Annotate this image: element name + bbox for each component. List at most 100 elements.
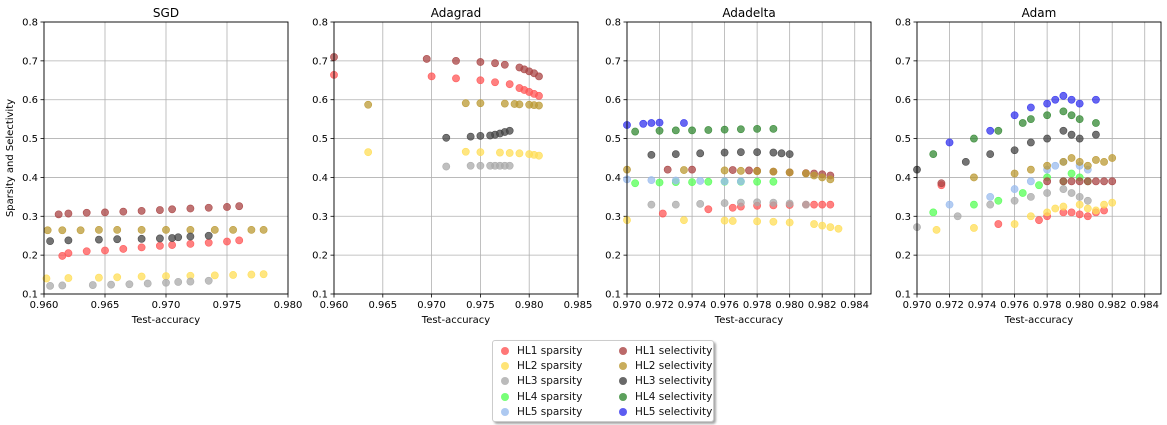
legend-item: HL3 selectivity xyxy=(611,374,712,388)
data-point xyxy=(810,220,818,228)
data-point xyxy=(1083,177,1092,186)
legend-label: HL3 sparsity xyxy=(517,375,583,388)
data-point xyxy=(364,148,373,157)
data-point xyxy=(1035,216,1043,225)
data-point xyxy=(680,119,688,127)
data-point xyxy=(1043,189,1052,197)
x-tick-label: 0.982 xyxy=(808,300,837,311)
legend-marker xyxy=(619,347,627,355)
legend-marker xyxy=(501,377,509,386)
legend-label: HL4 sparsity xyxy=(517,390,583,403)
y-tick-label: 0.7 xyxy=(22,56,38,67)
data-point xyxy=(639,119,648,128)
data-point xyxy=(535,91,543,100)
data-point xyxy=(1043,99,1052,108)
data-point xyxy=(769,124,778,133)
data-point xyxy=(515,149,524,158)
data-point xyxy=(1108,154,1117,162)
data-point xyxy=(1043,208,1052,217)
panel-3: 0.970 0.972 0.974 0.976 0.978 0.980 0.982 0.984… xyxy=(895,6,1162,326)
y-tick-label: 0.3 xyxy=(22,212,38,223)
data-point xyxy=(229,271,237,279)
data-point xyxy=(688,126,696,135)
y-tick-label: 0.6 xyxy=(312,95,328,106)
data-point xyxy=(945,138,954,147)
data-point xyxy=(1059,157,1068,166)
data-point xyxy=(204,276,213,285)
y-tick-label: 0.4 xyxy=(312,173,328,184)
data-point xyxy=(753,124,762,133)
data-point xyxy=(736,148,745,157)
data-point xyxy=(1075,134,1084,143)
data-point xyxy=(113,273,122,282)
data-point xyxy=(696,149,705,158)
data-point xyxy=(696,177,705,185)
legend-label: HL1 sparsity xyxy=(517,345,583,357)
x-tick-label: 0.972 xyxy=(935,300,964,311)
data-point xyxy=(155,234,164,243)
data-point xyxy=(1026,165,1035,174)
data-point xyxy=(119,207,128,216)
data-point xyxy=(515,100,524,109)
data-point xyxy=(476,148,485,157)
data-point xyxy=(753,148,762,157)
data-point xyxy=(535,101,543,110)
data-point xyxy=(1043,177,1052,186)
data-point xyxy=(452,56,460,65)
data-point xyxy=(1010,220,1019,228)
data-point xyxy=(945,200,954,209)
data-point xyxy=(1051,95,1060,104)
x-tick-label: 0.965 xyxy=(91,300,120,311)
data-point xyxy=(655,118,664,127)
data-point xyxy=(663,165,672,174)
legend-marker xyxy=(501,407,509,416)
data-point xyxy=(186,204,195,213)
axes-frame xyxy=(916,21,1162,295)
x-axis-label: Test-accuracy xyxy=(421,315,491,326)
data-point xyxy=(247,225,256,234)
data-point xyxy=(82,208,91,217)
data-point xyxy=(58,281,67,290)
data-point xyxy=(1051,161,1060,170)
data-point xyxy=(671,126,680,135)
y-tick-label: 0.7 xyxy=(312,56,328,67)
y-tick-label: 0.2 xyxy=(895,251,911,262)
data-point xyxy=(736,166,745,175)
data-point xyxy=(704,205,713,214)
data-point xyxy=(655,126,664,135)
y-tick-label: 0.8 xyxy=(22,18,38,29)
data-point xyxy=(696,199,705,208)
data-point xyxy=(1010,169,1019,178)
data-point xyxy=(1083,161,1092,170)
legend-label: HL1 selectivity xyxy=(635,345,713,357)
x-tick-label: 0.980 xyxy=(274,300,303,311)
x-tick-label: 0.960 xyxy=(320,300,349,311)
data-point xyxy=(769,217,778,226)
legend-item: HL2 selectivity xyxy=(611,359,712,373)
legend-item: HL5 sparsity xyxy=(493,405,582,419)
data-point xyxy=(1083,212,1092,221)
y-tick-label: 0.4 xyxy=(22,173,38,184)
data-point xyxy=(137,225,146,234)
data-point xyxy=(1092,177,1100,186)
data-point xyxy=(647,200,656,209)
legend: HL1 sparsity HL2 sparsity HL3 sparsity HL4 … xyxy=(492,340,714,422)
data-point xyxy=(728,217,737,225)
data-point xyxy=(1010,196,1019,205)
y-tick-label: 0.8 xyxy=(312,18,328,29)
data-point xyxy=(720,199,729,207)
x-tick-label: 0.970 xyxy=(613,300,642,311)
data-point xyxy=(1100,177,1108,186)
y-tick-label: 0.8 xyxy=(895,18,911,29)
legend-marker xyxy=(619,392,627,401)
data-point xyxy=(58,226,67,235)
y-tick-label: 0.7 xyxy=(605,56,621,67)
data-point xyxy=(970,173,978,182)
data-point xyxy=(1043,134,1052,143)
data-point xyxy=(500,60,509,69)
data-point xyxy=(688,165,696,174)
x-tick-label: 0.984 xyxy=(1130,300,1159,311)
legend-marker xyxy=(501,347,509,355)
data-point xyxy=(1067,208,1076,217)
data-point xyxy=(1026,115,1035,124)
